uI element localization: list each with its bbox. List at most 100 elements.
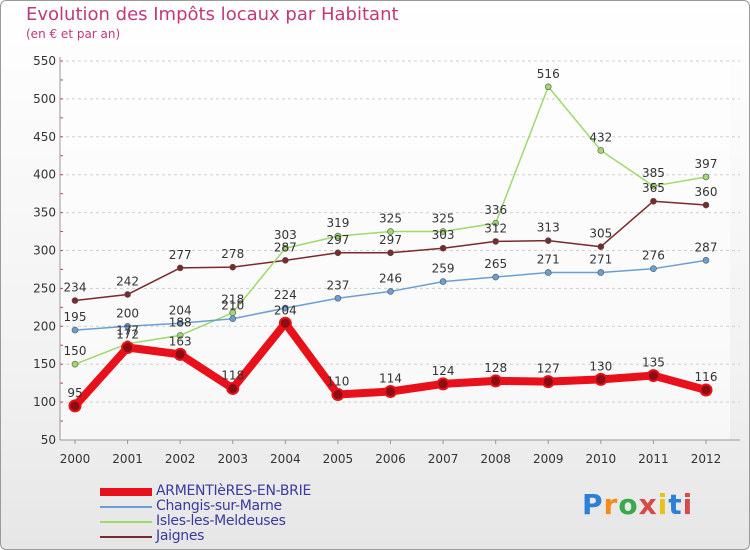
data-point [439, 278, 447, 285]
data-label: 303 [274, 228, 297, 242]
data-point [173, 347, 187, 361]
data-label: 114 [379, 371, 402, 385]
data-label: 303 [432, 228, 455, 242]
data-point [646, 369, 660, 383]
y-tick-label: 350 [33, 206, 56, 220]
data-point [334, 232, 342, 240]
x-tick-label: 2001 [112, 452, 143, 466]
data-label: 242 [116, 274, 139, 288]
data-point [176, 319, 184, 327]
data-point [594, 372, 608, 386]
x-tick-label: 2009 [533, 452, 564, 466]
data-label: 325 [432, 212, 455, 226]
data-label: 271 [589, 252, 612, 266]
logo-letter: i [682, 488, 694, 521]
data-point [597, 243, 605, 251]
logo-letter: i [657, 488, 669, 521]
data-label: 110 [326, 375, 349, 389]
data-label: 297 [379, 233, 402, 247]
data-point [702, 257, 710, 264]
x-tick-label: 2002 [165, 452, 196, 466]
data-point [71, 326, 79, 334]
x-tick-label: 2004 [270, 452, 301, 466]
x-tick-label: 2000 [60, 452, 91, 466]
data-label: 246 [379, 271, 402, 285]
data-point [124, 291, 131, 298]
data-point [282, 257, 289, 264]
x-tick-label: 2012 [691, 452, 722, 466]
data-label: 188 [169, 315, 192, 329]
data-label: 360 [695, 185, 718, 199]
x-tick-label: 2006 [375, 452, 406, 466]
data-label: 265 [484, 257, 507, 271]
chart-subtitle: (en € et par an) [26, 27, 121, 41]
data-label: 271 [537, 252, 560, 266]
logo-letter: P [582, 488, 604, 521]
data-point [282, 244, 289, 252]
data-point [124, 322, 131, 330]
data-point [334, 249, 342, 257]
data-label: 516 [537, 67, 560, 81]
legend-swatch-armentieres [100, 488, 152, 496]
data-point [387, 249, 394, 257]
y-tick-label: 450 [33, 130, 56, 144]
data-point [436, 377, 450, 391]
y-tick-label: 550 [33, 54, 56, 68]
x-tick-label: 2011 [638, 452, 669, 466]
data-label: 312 [484, 221, 507, 235]
data-label: 385 [642, 166, 665, 180]
data-point [384, 384, 397, 398]
data-point [702, 201, 710, 209]
data-point [650, 182, 657, 190]
data-point [541, 375, 555, 389]
data-label: 237 [326, 278, 349, 292]
data-label: 130 [589, 359, 612, 373]
data-label: 224 [274, 288, 297, 302]
chart-title: Evolution des Impôts locaux par Habitant [26, 4, 399, 25]
logo-letter: t [668, 488, 683, 521]
data-point [702, 173, 710, 181]
data-label: 218 [221, 293, 244, 307]
x-tick-label: 2010 [586, 452, 617, 466]
logo-letter: o [618, 488, 639, 521]
proxiti-logo: Proxiti [582, 488, 693, 521]
data-label: 172 [116, 328, 139, 342]
data-point [439, 244, 447, 252]
data-point [71, 360, 79, 368]
data-point [278, 316, 292, 330]
data-label: 118 [221, 368, 244, 382]
data-point [439, 228, 447, 235]
data-point [387, 288, 394, 295]
y-tick-label: 300 [33, 244, 56, 258]
data-label: 127 [537, 362, 560, 376]
data-point [492, 219, 499, 227]
data-label: 287 [695, 240, 718, 254]
data-label: 150 [64, 344, 87, 358]
data-point [650, 197, 657, 205]
data-label: 177 [116, 324, 139, 338]
x-tick-label: 2007 [428, 452, 459, 466]
data-point [544, 269, 552, 276]
data-label: 432 [589, 130, 612, 144]
data-label: 204 [274, 303, 297, 317]
data-point [492, 273, 499, 281]
y-tick-label: 250 [33, 281, 56, 295]
data-label: 397 [695, 157, 718, 171]
data-point [650, 265, 657, 272]
data-label: 116 [695, 370, 718, 384]
legend-label-jaignes: Jaignes [156, 528, 205, 544]
y-tick-label: 150 [33, 357, 56, 371]
data-label: 128 [484, 361, 507, 375]
data-label: 278 [221, 247, 244, 261]
y-tick-label: 50 [41, 433, 56, 447]
data-point [226, 381, 240, 395]
data-label: 163 [169, 334, 192, 348]
data-point [489, 374, 503, 388]
x-tick-label: 2005 [323, 452, 354, 466]
data-label: 234 [64, 281, 87, 295]
data-label: 124 [432, 364, 455, 378]
y-tick-label: 200 [33, 319, 56, 333]
data-label: 297 [326, 233, 349, 247]
data-point [387, 228, 394, 235]
y-tick-label: 400 [33, 168, 56, 182]
